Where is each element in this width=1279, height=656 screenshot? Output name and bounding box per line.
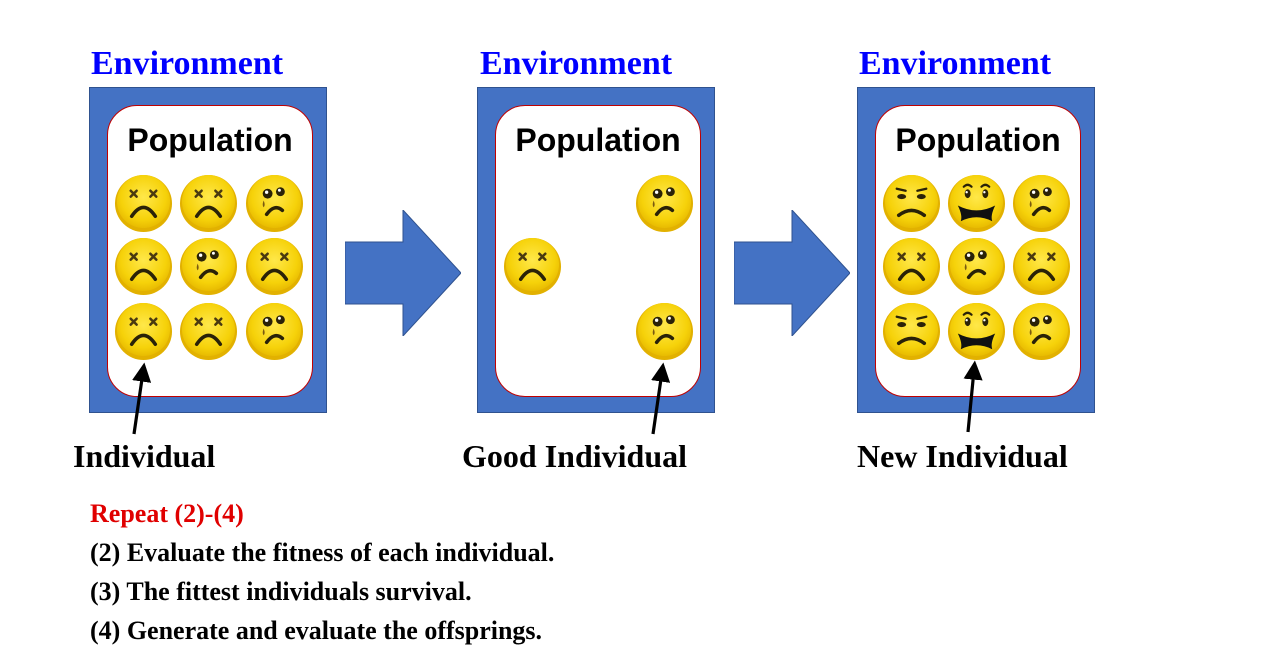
dizzy-face-icon bbox=[114, 174, 173, 233]
frowning-face-icon bbox=[882, 174, 941, 233]
individual-label: Individual bbox=[73, 438, 216, 474]
good-individual-label: Good Individual bbox=[462, 438, 687, 474]
grimacing-face-icon bbox=[947, 302, 1006, 361]
crying-face-icon bbox=[245, 302, 304, 361]
dizzy-face-icon bbox=[179, 302, 238, 361]
dizzy-face-icon bbox=[114, 302, 173, 361]
population-title-3: Population bbox=[895, 122, 1061, 158]
dizzy-face-icon bbox=[503, 237, 562, 296]
crying-face-icon bbox=[635, 174, 694, 233]
new-individual-label: New Individual bbox=[857, 438, 1068, 474]
crying-face-icon bbox=[635, 302, 694, 361]
dizzy-face-icon bbox=[179, 174, 238, 233]
grimacing-face-icon bbox=[947, 174, 1006, 233]
dizzy-face-icon bbox=[245, 237, 304, 296]
environment-title-2: Environment bbox=[480, 45, 673, 82]
environment-title-1: Environment bbox=[91, 45, 284, 82]
frowning-face-icon bbox=[882, 302, 941, 361]
population-title-2: Population bbox=[515, 122, 681, 158]
step-2: (2) Evaluate the fitness of each individ… bbox=[90, 538, 555, 567]
population-title-1: Population bbox=[127, 122, 293, 158]
step-3: (3) The fittest individuals survival. bbox=[90, 577, 472, 606]
algorithm-steps: Repeat (2)-(4) (2) Evaluate the fitness … bbox=[90, 494, 554, 650]
repeat-instruction: Repeat (2)-(4) bbox=[90, 499, 244, 528]
next-stage-arrow-1 bbox=[345, 210, 461, 336]
environment-title-3: Environment bbox=[859, 45, 1052, 82]
crying-face-icon bbox=[947, 237, 1006, 296]
dizzy-face-icon bbox=[1012, 237, 1071, 296]
crying-face-icon bbox=[245, 174, 304, 233]
dizzy-face-icon bbox=[882, 237, 941, 296]
step-4: (4) Generate and evaluate the offsprings… bbox=[90, 616, 543, 645]
crying-face-icon bbox=[179, 237, 238, 296]
crying-face-icon bbox=[1012, 302, 1071, 361]
crying-face-icon bbox=[1012, 174, 1071, 233]
dizzy-face-icon bbox=[114, 237, 173, 296]
next-stage-arrow-2 bbox=[734, 210, 850, 336]
